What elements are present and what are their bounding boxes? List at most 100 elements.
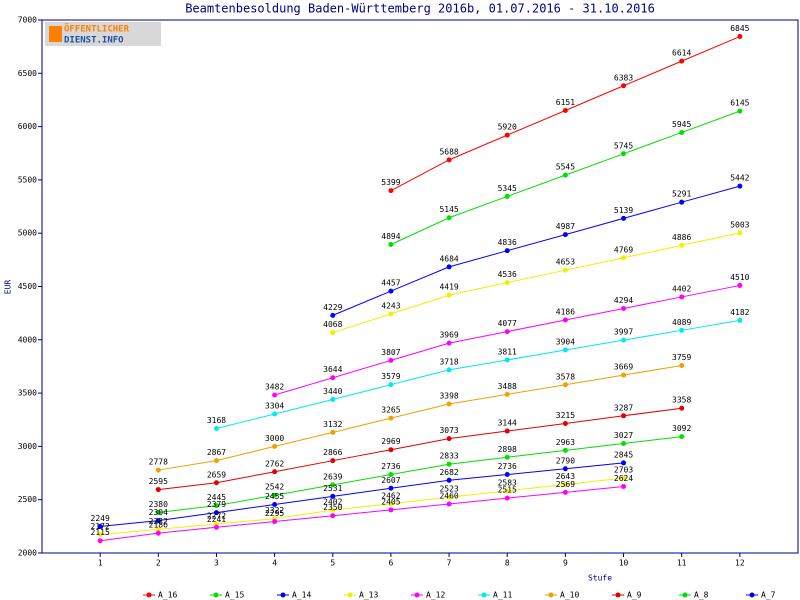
chart-title: Beamtenbesoldung Baden-Württemberg 2016b… (185, 2, 655, 16)
legend-label: A_12 (426, 591, 445, 600)
data-label: 3807 (381, 348, 400, 357)
series-line (332, 185, 740, 316)
data-point (155, 467, 161, 473)
legend-marker (481, 592, 487, 598)
data-label: 2402 (323, 498, 342, 507)
x-tick-label: 6 (389, 559, 394, 568)
series-line (216, 319, 740, 429)
data-point (504, 472, 510, 478)
x-tick-label: 8 (505, 559, 510, 568)
data-point (272, 501, 278, 507)
data-label: 2639 (323, 472, 342, 481)
x-tick-label: 4 (272, 559, 277, 568)
legend-marker (213, 592, 219, 598)
x-tick-label: 12 (735, 559, 745, 568)
data-point (446, 461, 452, 467)
y-tick-label: 2000 (18, 549, 37, 558)
data-point (272, 519, 278, 525)
data-label: 5745 (614, 141, 633, 150)
data-label: 3440 (323, 387, 342, 396)
data-point (679, 129, 685, 135)
data-label: 3759 (672, 353, 691, 362)
data-label: 4457 (381, 279, 400, 288)
data-point (504, 391, 510, 397)
data-label: 2379 (207, 500, 226, 509)
data-label: 2898 (498, 445, 517, 454)
data-point (155, 487, 161, 493)
data-label: 3168 (207, 416, 226, 425)
data-label: 2583 (498, 478, 517, 487)
data-point (737, 108, 743, 114)
data-point (562, 481, 568, 487)
data-label: 2790 (556, 456, 575, 465)
legend-marker (347, 592, 353, 598)
data-point (737, 34, 743, 40)
data-label: 5291 (672, 190, 691, 199)
data-point (330, 458, 336, 464)
data-label: 2595 (149, 477, 168, 486)
data-label: 2462 (381, 491, 400, 500)
data-label: 4229 (323, 303, 342, 312)
data-label: 5139 (614, 206, 633, 215)
data-point (330, 482, 336, 488)
data-point (621, 372, 627, 378)
data-label: 2531 (323, 484, 342, 493)
x-tick-label: 2 (156, 559, 161, 568)
data-point (621, 151, 627, 157)
legend-marker (414, 592, 420, 598)
data-point (562, 267, 568, 273)
data-point (504, 329, 510, 335)
data-point (679, 362, 685, 368)
data-label: 2295 (265, 509, 284, 518)
data-label: 5345 (498, 184, 517, 193)
data-label: 2115 (91, 528, 110, 537)
series-line (158, 407, 682, 491)
data-label: 3488 (498, 382, 517, 391)
data-label: 2350 (323, 503, 342, 512)
legend-label: A_9 (627, 591, 642, 600)
x-tick-label: 7 (447, 559, 452, 568)
x-tick-label: 11 (677, 559, 687, 568)
data-label: 2272 (207, 512, 226, 521)
data-label: 2241 (207, 515, 226, 524)
data-label: 2172 (91, 522, 110, 531)
data-label: 2186 (149, 521, 168, 530)
legend-marker (280, 592, 286, 598)
data-point (330, 375, 336, 381)
data-point (621, 483, 627, 489)
data-point (621, 215, 627, 221)
data-point (213, 425, 219, 431)
x-tick-label: 9 (563, 559, 568, 568)
data-label: 3718 (439, 357, 458, 366)
data-label: 4243 (381, 301, 400, 310)
legend-label: A_11 (493, 591, 512, 600)
data-label: 2405 (381, 497, 400, 506)
data-label: 3027 (614, 431, 633, 440)
data-label: 5688 (439, 147, 458, 156)
data-label: 5145 (439, 205, 458, 214)
data-point (388, 311, 394, 317)
data-point (562, 382, 568, 388)
y-tick-label: 3500 (18, 389, 37, 398)
data-point (330, 493, 336, 499)
data-point (330, 330, 336, 336)
data-point (446, 494, 452, 500)
data-label: 4186 (556, 307, 575, 316)
data-point (388, 501, 394, 507)
y-tick-label: 4500 (18, 282, 37, 291)
legend-label: A_14 (292, 591, 311, 600)
data-label: 4182 (730, 308, 749, 317)
data-label: 6145 (730, 99, 749, 108)
data-point (330, 396, 336, 402)
data-point (504, 248, 510, 254)
data-label: 3669 (614, 363, 633, 372)
data-label: 4510 (730, 273, 749, 282)
data-point (446, 340, 452, 346)
data-label: 3092 (672, 424, 691, 433)
data-label: 2460 (439, 491, 458, 500)
series-line (100, 485, 624, 542)
series-line (274, 284, 740, 396)
data-point (562, 489, 568, 495)
data-point (504, 280, 510, 286)
data-point (737, 317, 743, 323)
